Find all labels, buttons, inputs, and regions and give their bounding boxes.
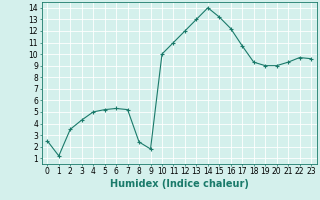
X-axis label: Humidex (Indice chaleur): Humidex (Indice chaleur) [110, 179, 249, 189]
